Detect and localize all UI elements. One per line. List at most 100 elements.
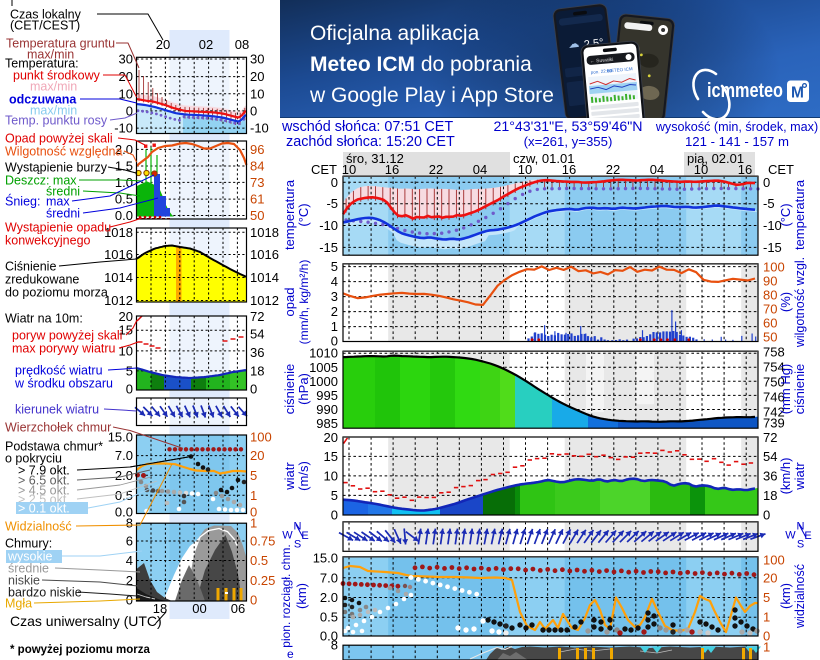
svg-text:wysokość (min, środek, max): wysokość (min, środek, max)	[655, 120, 818, 134]
svg-text:04: 04	[473, 162, 487, 177]
svg-text:1.0: 1.0	[115, 175, 133, 190]
svg-text:kierunek wiatru: kierunek wiatru	[15, 403, 99, 417]
svg-text:739: 739	[763, 416, 785, 431]
svg-text:śro, 31.12: śro, 31.12	[346, 151, 404, 166]
svg-text:czw, 01.01: czw, 01.01	[513, 151, 574, 166]
svg-text:Temperatura gruntu: Temperatura gruntu	[6, 37, 115, 51]
svg-text:Ciśnienie: Ciśnienie	[5, 260, 56, 274]
svg-text:E: E	[804, 530, 811, 542]
svg-text:wilgotność wzgl.: wilgotność wzgl.	[793, 257, 807, 348]
svg-text:758: 758	[763, 345, 785, 360]
svg-text:0.0: 0.0	[115, 505, 133, 520]
svg-text:0.5: 0.5	[115, 192, 133, 207]
svg-text:0: 0	[763, 629, 770, 644]
svg-text:pon. 22:00: pon. 22:00	[591, 68, 613, 75]
svg-text:widzialność: widzialność	[793, 564, 807, 629]
svg-text:-10: -10	[319, 218, 338, 233]
svg-text:5: 5	[126, 363, 133, 378]
svg-text:3: 3	[331, 289, 338, 304]
svg-text:10: 10	[119, 86, 133, 101]
svg-text:W: W	[785, 530, 796, 542]
svg-text:wiatr: wiatr	[282, 462, 297, 491]
svg-text:zredukowane: zredukowane	[5, 273, 79, 287]
svg-text:icmmeteo: icmmeteo	[707, 80, 783, 102]
svg-text:☁: ☁	[568, 38, 580, 51]
svg-text:ciśnienie: ciśnienie	[792, 364, 807, 415]
svg-text:Meteo ICM do pobrania: Meteo ICM do pobrania	[310, 53, 532, 76]
svg-text:7.0: 7.0	[115, 448, 133, 463]
svg-text:max/min: max/min	[30, 80, 77, 94]
svg-text:96: 96	[250, 142, 264, 157]
svg-text:30: 30	[250, 52, 264, 67]
svg-text:zachód słońca: 15:20 CET: zachód słońca: 15:20 CET	[286, 134, 455, 150]
svg-text:(hPa): (hPa)	[296, 373, 311, 405]
svg-text:(x=261, y=355): (x=261, y=355)	[524, 134, 613, 149]
svg-text:Wilgotność względna: Wilgotność względna	[5, 145, 122, 159]
svg-text:0.0: 0.0	[115, 208, 133, 223]
svg-text:← Suwałki: ← Suwałki	[590, 57, 614, 65]
svg-text:2.0: 2.0	[115, 468, 133, 483]
svg-text:22: 22	[429, 162, 443, 177]
svg-text:754: 754	[763, 360, 785, 375]
svg-text:1: 1	[250, 488, 257, 503]
svg-text:max/min: max/min	[30, 104, 77, 118]
svg-text:15.0: 15.0	[108, 430, 133, 445]
svg-text:> 6.5 okt.: > 6.5 okt.	[18, 474, 70, 488]
svg-text:36: 36	[250, 345, 264, 360]
svg-text:Opad powyżej skali: Opad powyżej skali	[5, 132, 113, 146]
svg-text:16: 16	[738, 162, 752, 177]
svg-text:04: 04	[650, 162, 664, 177]
svg-text:60: 60	[763, 316, 777, 331]
svg-text:niskie: niskie	[8, 574, 40, 588]
svg-text:10: 10	[342, 162, 356, 177]
svg-text:08: 08	[235, 37, 249, 52]
svg-text:1016: 1016	[104, 247, 133, 262]
svg-text:1005: 1005	[309, 360, 338, 375]
svg-text:746: 746	[763, 390, 785, 405]
svg-text:-15: -15	[319, 240, 338, 255]
svg-text:1014: 1014	[104, 270, 133, 285]
svg-text:22: 22	[606, 162, 620, 177]
svg-text:2.0: 2.0	[320, 590, 338, 605]
svg-text:pion. rozciągł. chm.: pion. rozciągł. chm.	[279, 544, 293, 647]
svg-text:1: 1	[250, 516, 257, 531]
svg-text:0: 0	[250, 103, 257, 118]
svg-text:1010: 1010	[309, 346, 338, 361]
svg-text:2: 2	[331, 304, 338, 319]
svg-text:90: 90	[763, 274, 777, 289]
svg-text:max: max	[46, 195, 70, 209]
svg-text:CET: CET	[768, 162, 794, 177]
svg-text:73: 73	[250, 175, 264, 190]
svg-text:-10: -10	[250, 121, 269, 136]
svg-text:8: 8	[331, 638, 338, 653]
svg-text:54: 54	[250, 327, 264, 342]
svg-text:0: 0	[126, 103, 133, 118]
svg-text:-10: -10	[763, 218, 782, 233]
svg-text:Wystąpienie opadu: Wystąpienie opadu	[5, 221, 111, 235]
svg-text:61: 61	[250, 192, 264, 207]
svg-text:20: 20	[324, 430, 338, 445]
svg-text:pią, 02.01: pią, 02.01	[687, 151, 744, 166]
svg-text:-5: -5	[763, 196, 775, 211]
svg-text:20: 20	[763, 570, 777, 585]
svg-text:ciśnienie: ciśnienie	[282, 364, 297, 415]
svg-text:o pokryciu: o pokryciu	[5, 452, 62, 466]
svg-text:0.5: 0.5	[250, 553, 268, 568]
svg-text:18: 18	[763, 488, 777, 503]
svg-text:50: 50	[250, 208, 264, 223]
svg-text:30: 30	[119, 52, 133, 67]
svg-text:80: 80	[763, 288, 777, 303]
svg-text:Widzialność: Widzialność	[5, 520, 72, 534]
svg-text:(%): (%)	[778, 292, 793, 312]
svg-text:20: 20	[156, 37, 170, 52]
svg-text:1014: 1014	[250, 270, 279, 285]
svg-text:Temperatura:: Temperatura:	[5, 57, 79, 71]
svg-text:> 7.9 okt.: > 7.9 okt.	[18, 464, 70, 478]
svg-text:Podstawa chmur*: Podstawa chmur*	[5, 440, 103, 454]
svg-text:72: 72	[250, 309, 264, 324]
svg-text:Oficjalna aplikacja: Oficjalna aplikacja	[310, 22, 480, 45]
svg-text:(m/s): (m/s)	[296, 461, 311, 491]
svg-text:Wiatr na 10m:: Wiatr na 10m:	[5, 312, 83, 326]
svg-text:15: 15	[119, 323, 133, 338]
svg-text:Chmury:: Chmury:	[5, 537, 52, 551]
